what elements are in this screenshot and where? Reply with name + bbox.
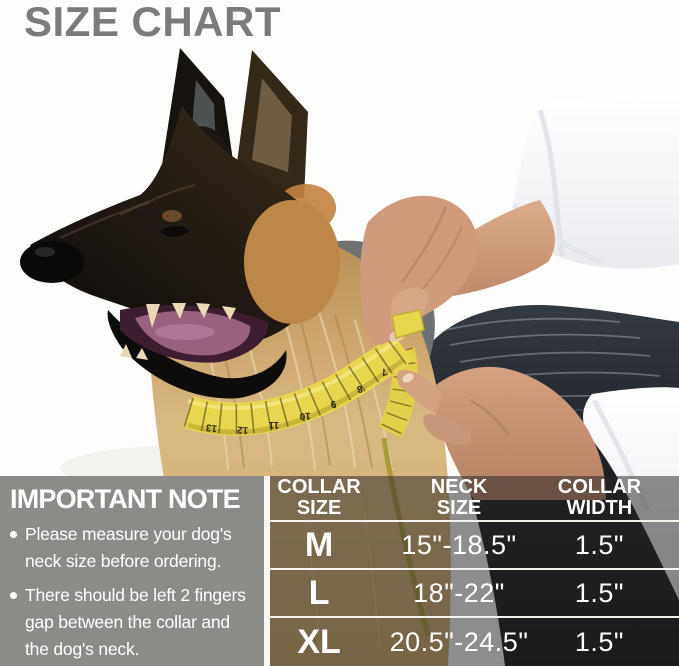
size-cell: L [308,573,330,612]
table-row: L 18"-22" 1.5" [270,570,679,618]
table-row: XL 20.5"-24.5" 1.5" [270,618,679,666]
neck-cell: 20.5"-24.5" [389,626,529,657]
tape-tip [391,309,425,339]
header-collar-width: COLLAR WIDTH [557,476,642,519]
tape-number: 12 [236,424,248,436]
note-line: the dog's neck. [25,639,140,659]
table-header-row: COLLAR SIZE NECK SIZE COLLAR WIDTH [270,476,679,522]
tape-number: 8 [355,382,363,394]
tape-number: 11 [268,419,279,430]
panel-divider [264,476,270,666]
note-line: There should be left 2 fingers [25,585,246,605]
important-note-panel: IMPORTANT NOTE Please measure your dog's… [0,476,264,666]
width-cell: 1.5" [574,626,624,657]
size-cell: XL [297,622,341,661]
note-line: Please measure your dog's [25,524,232,544]
size-cell: M [304,525,334,564]
bullet-dot-icon [10,531,17,538]
tape-number: 10 [299,410,311,422]
header-neck-size: NECK SIZE [430,476,488,519]
table-row: M 15"-18.5" 1.5" [270,522,679,570]
page-title: SIZE CHART [24,0,281,45]
note-bullet: There should be left 2 fingers gap betwe… [10,582,258,663]
note-bullet: Please measure your dog's neck size befo… [10,521,258,575]
tape-number: 7 [379,365,388,377]
bullet-dot-icon [10,592,17,599]
header-collar-size: COLLAR SIZE [277,476,361,519]
width-cell: 1.5" [574,577,624,608]
note-line: gap between the collar and [25,612,230,632]
measuring-tape: 13 12 11 10 9 8 7 [183,334,431,637]
width-cell: 1.5" [574,529,624,560]
neck-cell: 15"-18.5" [401,529,517,560]
size-table: COLLAR SIZE NECK SIZE COLLAR WIDTH M 15"… [270,476,679,666]
note-line: neck size before ordering. [25,551,222,571]
tape-number: 9 [329,398,336,410]
tape-number: 13 [205,421,218,434]
note-heading: IMPORTANT NOTE [10,484,241,514]
neck-cell: 18"-22" [413,577,505,608]
